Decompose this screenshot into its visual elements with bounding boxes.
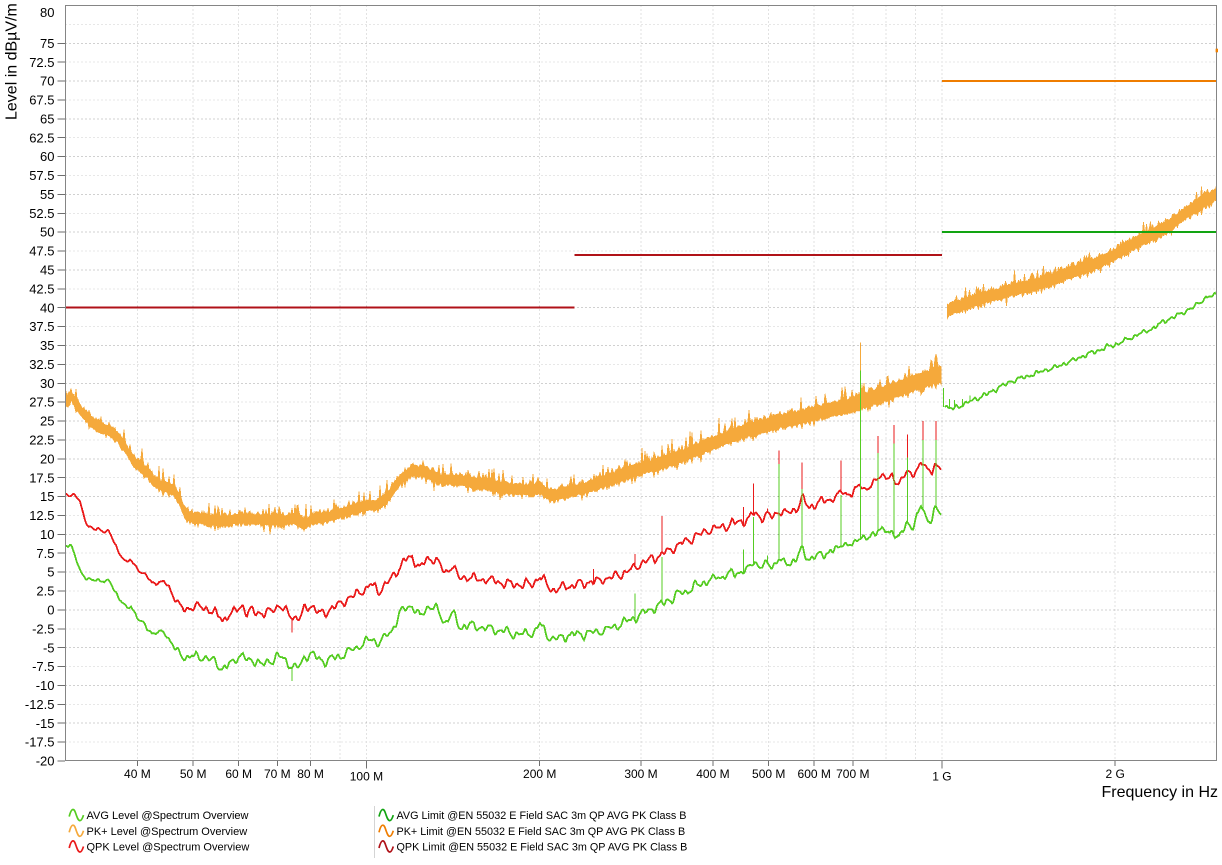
svg-text:Level in dBµV/m: Level in dBµV/m: [4, 3, 21, 120]
svg-text:-10: -10: [36, 678, 55, 693]
svg-text:72.5: 72.5: [29, 55, 54, 70]
svg-text:AVG Level @Spectrum Overview: AVG Level @Spectrum Overview: [87, 810, 249, 822]
svg-text:PK+ Level @Spectrum Overview: PK+ Level @Spectrum Overview: [87, 826, 248, 838]
svg-text:80: 80: [40, 5, 54, 20]
svg-text:52.5: 52.5: [29, 206, 54, 221]
svg-text:300 M: 300 M: [624, 767, 657, 781]
svg-text:-20: -20: [36, 754, 55, 769]
svg-text:27.5: 27.5: [29, 395, 54, 410]
svg-text:55: 55: [40, 187, 54, 202]
svg-text:40 M: 40 M: [124, 767, 151, 781]
svg-text:2.5: 2.5: [36, 584, 54, 599]
svg-text:-15: -15: [36, 716, 55, 731]
svg-text:QPK Level @Spectrum Overview: QPK Level @Spectrum Overview: [87, 842, 250, 854]
svg-text:100 M: 100 M: [350, 770, 383, 784]
svg-text:65: 65: [40, 111, 54, 126]
svg-text:25: 25: [40, 414, 54, 429]
svg-text:50: 50: [40, 225, 54, 240]
svg-text:60: 60: [40, 149, 54, 164]
svg-text:5: 5: [47, 565, 54, 580]
svg-text:-12.5: -12.5: [25, 697, 55, 712]
svg-text:Frequency in Hz: Frequency in Hz: [1102, 784, 1219, 801]
svg-text:17.5: 17.5: [29, 470, 54, 485]
svg-text:0: 0: [47, 603, 54, 618]
svg-text:700 M: 700 M: [836, 767, 869, 781]
svg-text:200 M: 200 M: [523, 767, 556, 781]
svg-text:57.5: 57.5: [29, 168, 54, 183]
svg-text:-7.5: -7.5: [32, 659, 54, 674]
svg-text:70: 70: [40, 74, 54, 89]
svg-text:500 M: 500 M: [752, 767, 785, 781]
svg-text:42.5: 42.5: [29, 281, 54, 296]
svg-text:47.5: 47.5: [29, 244, 54, 259]
svg-text:1 G: 1 G: [932, 770, 951, 784]
svg-text:12.5: 12.5: [29, 508, 54, 523]
svg-text:20: 20: [40, 451, 54, 466]
svg-text:-2.5: -2.5: [32, 621, 54, 636]
svg-text:80 M: 80 M: [297, 767, 324, 781]
svg-text:22.5: 22.5: [29, 433, 54, 448]
svg-text:10: 10: [40, 527, 54, 542]
svg-text:QPK Limit @EN 55032 E Field SA: QPK Limit @EN 55032 E Field SAC 3m QP AV…: [397, 842, 688, 854]
svg-text:2 G: 2 G: [1106, 767, 1125, 781]
svg-text:60 M: 60 M: [225, 767, 252, 781]
svg-text:-5: -5: [43, 640, 55, 655]
svg-text:35: 35: [40, 338, 54, 353]
svg-text:32.5: 32.5: [29, 357, 54, 372]
svg-text:7.5: 7.5: [36, 546, 54, 561]
svg-text:-17.5: -17.5: [25, 735, 55, 750]
svg-text:67.5: 67.5: [29, 93, 54, 108]
svg-text:75: 75: [40, 36, 54, 51]
svg-text:45: 45: [40, 263, 54, 278]
svg-text:600 M: 600 M: [798, 767, 831, 781]
svg-text:PK+ Limit @EN 55032 E Field SA: PK+ Limit @EN 55032 E Field SAC 3m QP AV…: [397, 826, 686, 838]
svg-text:400 M: 400 M: [696, 767, 729, 781]
svg-text:62.5: 62.5: [29, 130, 54, 145]
svg-text:37.5: 37.5: [29, 319, 54, 334]
svg-text:40: 40: [40, 300, 54, 315]
svg-text:15: 15: [40, 489, 54, 504]
svg-text:70 M: 70 M: [264, 767, 291, 781]
svg-text:50 M: 50 M: [180, 767, 207, 781]
svg-text:30: 30: [40, 376, 54, 391]
svg-text:AVG Limit @EN 55032 E Field SA: AVG Limit @EN 55032 E Field SAC 3m QP AV…: [397, 810, 687, 822]
